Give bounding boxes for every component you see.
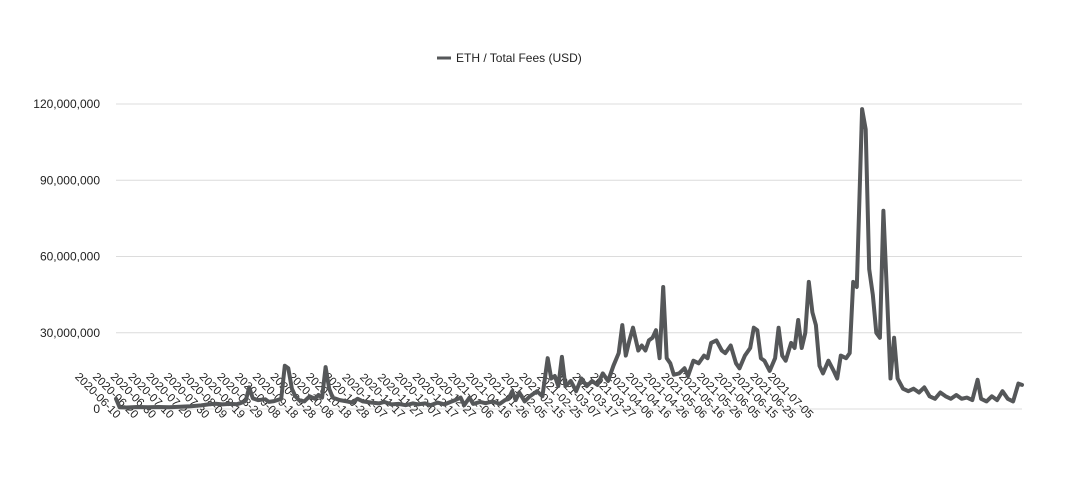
y-axis-ticks: 0 30,000,000 60,000,000 90,000,000 120,000,0… (33, 97, 100, 416)
series-layer (114, 107, 1024, 410)
y-tick-label: 0 (93, 402, 100, 416)
grid (116, 103, 1022, 410)
y-tick-label: 30,000,000 (40, 326, 100, 340)
y-tick-label: 120,000,000 (33, 97, 100, 111)
x-axis-ticks: 2020-06-102020-06-202020-06-302020-07-10… (72, 371, 815, 421)
series-line (114, 107, 1024, 410)
legend: ETH / Total Fees (USD) (437, 51, 582, 65)
y-tick-label: 90,000,000 (40, 173, 100, 187)
legend-label: ETH / Total Fees (USD) (456, 51, 582, 65)
y-tick-label: 60,000,000 (40, 250, 100, 264)
